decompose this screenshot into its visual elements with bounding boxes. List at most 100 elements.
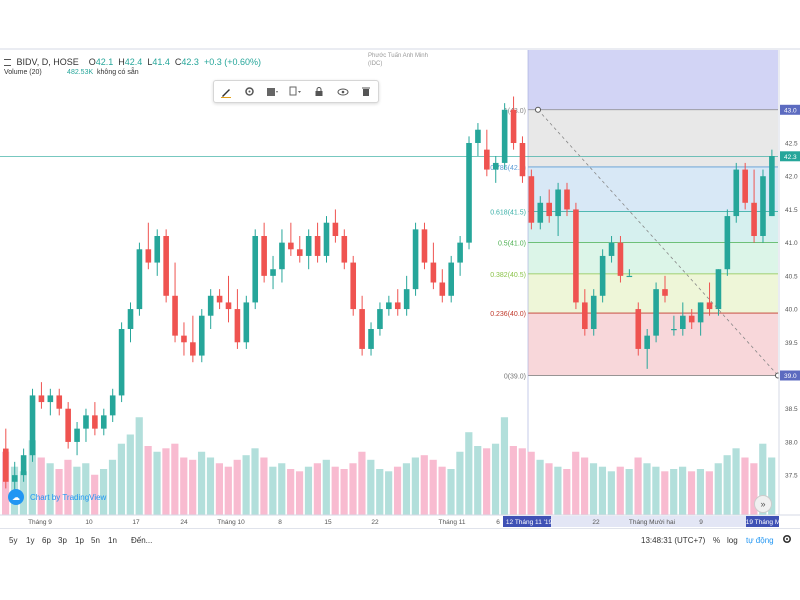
candle-body [519,143,526,177]
series-icon[interactable] [4,59,11,67]
range-1y[interactable]: 1y [26,536,35,545]
volume-bar [402,463,411,515]
fib-zone [528,273,778,314]
time-axis-range-fill [551,516,746,527]
candle-body [386,302,392,310]
volume-bar [287,469,295,515]
volume-bar [349,463,357,515]
close-label: C [174,57,182,67]
range-1d[interactable]: 1n [108,536,117,545]
price-tick-label: 40.5 [785,273,798,280]
time-tick-label: 22 [592,519,600,526]
range-3m[interactable]: 3p [58,536,67,545]
volume-bar [108,459,117,515]
symbol-title[interactable]: BIDV, D, HOSE [16,57,79,67]
candle-body [252,236,259,303]
volume-bar [589,463,598,515]
candle-body [377,309,383,329]
volume-bar [483,448,491,515]
pencil-icon[interactable] [218,84,234,100]
candle-body [457,242,463,263]
volume-bar [126,434,134,515]
volume-bar [474,446,482,515]
candle-body [190,342,196,356]
candle-body [216,295,223,303]
time-tick-label: 6 [496,519,500,526]
candle-body [671,329,677,331]
candle-body [92,415,98,429]
volume-bar [55,469,63,515]
volume-bar [411,457,419,515]
range-5y[interactable]: 5y [9,536,18,545]
goto-date-button[interactable]: Đến... [131,536,153,545]
gear-icon[interactable] [241,84,257,100]
current-price-tag: 42.3 [784,154,797,161]
candle-body [127,309,134,329]
range-5d[interactable]: 5n [91,536,100,545]
candle-body [439,282,446,296]
copy-icon[interactable] [288,84,304,100]
low-value: 41.4 [152,57,170,67]
volume-bar [144,446,152,515]
volume-bar [28,440,36,515]
candle-body [109,395,116,416]
candle-body [243,302,250,343]
auto-scale-toggle[interactable]: tự động [746,536,774,545]
trash-icon[interactable] [358,84,374,100]
candle-body [296,249,303,256]
volume-bar [189,459,197,515]
candle-body [261,236,267,276]
fib-level-label: 0.236(40.0) [490,311,526,318]
volume-bar [197,451,206,515]
volume-bar [616,466,624,515]
volume-bar [260,457,268,515]
double-chevron-right-icon[interactable]: » [754,495,772,513]
volume-bar [358,451,366,515]
time-tick-label: 9 [699,519,703,526]
candle-body [11,475,18,482]
candle-body [430,262,437,283]
candle-body [421,229,428,263]
eye-icon[interactable] [335,84,351,100]
fib-level-label: 0.618(41.5) [490,209,526,216]
high-label: H [118,57,125,67]
log-scale-toggle[interactable]: log [727,536,738,545]
volume-bar [162,448,170,515]
open-label: O [88,57,96,67]
tradingview-logo[interactable]: ☁ Chart by TradingView [8,487,124,507]
gear-icon[interactable] [782,534,792,546]
candle-body [100,415,107,429]
candle-body [724,216,731,270]
range-6m[interactable]: 6p [42,536,51,545]
volume-bar [563,469,571,515]
candle-body [635,309,642,349]
clock[interactable]: 13:48:31 (UTC+7) [641,536,706,545]
candle-body [528,176,535,223]
open-value: 42.1 [95,57,114,67]
candle-body [83,415,89,429]
percent-scale-toggle[interactable]: % [713,536,721,545]
lock-icon[interactable] [311,84,327,100]
volume-bar [500,417,509,515]
volume-bar [598,466,607,515]
legend-volume: Volume (20) 482.53K không có sẵn [4,69,139,76]
bottom-price-tag: 39.0 [784,373,797,380]
range-1m[interactable]: 1p [75,536,84,545]
layers-icon[interactable] [265,84,281,100]
candle-body [341,236,348,263]
volume-bar [554,466,562,515]
candle-body [484,149,490,170]
change-value: +0.3 (+0.60%) [203,57,261,67]
candle-body [573,209,579,303]
volume-bar [456,451,464,515]
price-scale [779,50,800,515]
volume-label[interactable]: Volume (20) [4,69,42,76]
candle-body [270,269,276,276]
time-tick-label: 12 Tháng 11 '19 [506,519,553,526]
candle-body [537,202,544,223]
candle-body [751,202,757,236]
fib-zone [528,211,778,243]
volume-bar [269,466,277,515]
fib-level-label: 0.382(40.5) [490,272,526,279]
